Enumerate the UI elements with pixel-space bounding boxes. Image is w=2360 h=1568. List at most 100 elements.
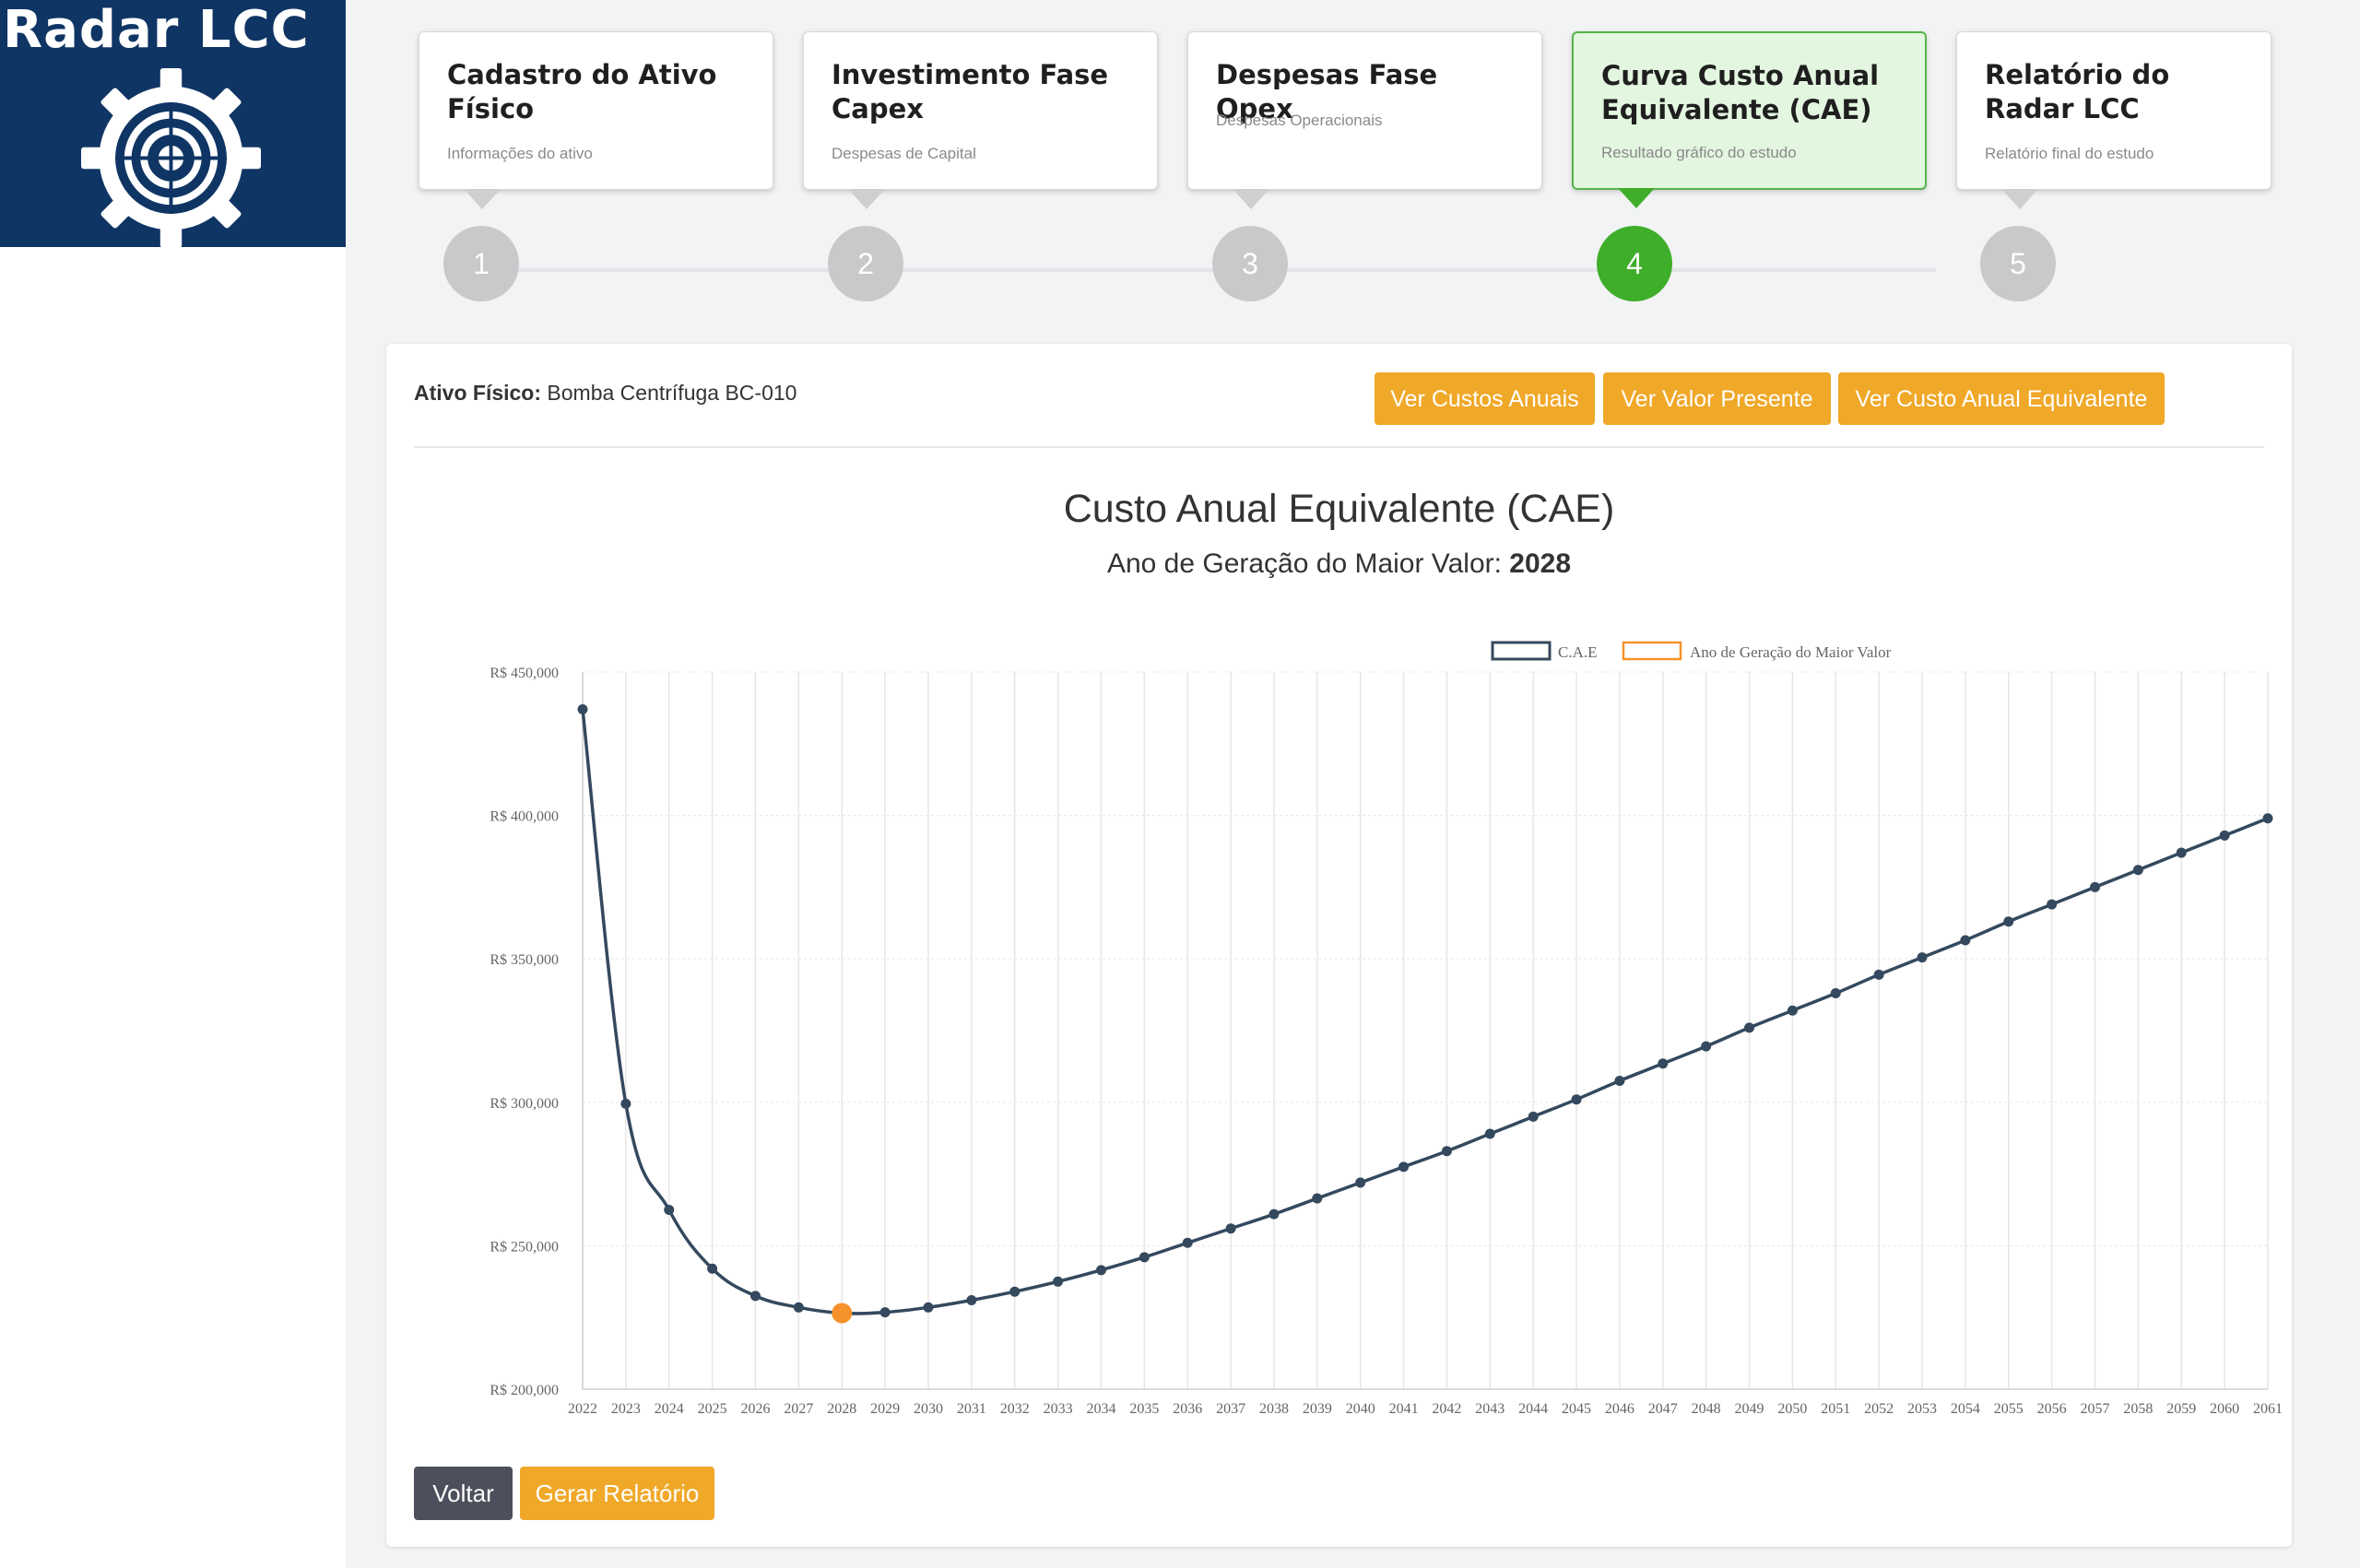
x-tick-label: 2060 bbox=[2210, 1401, 2239, 1417]
x-tick-label: 2033 bbox=[1044, 1401, 1073, 1417]
y-tick-label: R$ 250,000 bbox=[490, 1239, 559, 1255]
step-card-2[interactable]: Investimento Fase Capex Despesas de Capi… bbox=[803, 31, 1158, 209]
step-card-1[interactable]: Cadastro do Ativo Físico Informações do … bbox=[419, 31, 773, 209]
x-tick-label: 2053 bbox=[1907, 1401, 1937, 1417]
cae-data-point bbox=[2132, 865, 2143, 876]
cae-data-point bbox=[793, 1302, 804, 1313]
step-number-2[interactable]: 2 bbox=[828, 226, 903, 301]
cae-data-point bbox=[1182, 1237, 1193, 1248]
cae-data-point bbox=[577, 703, 588, 714]
x-tick-label: 2058 bbox=[2123, 1401, 2153, 1417]
view-equivalent-annual-cost-button[interactable]: Ver Custo Anual Equivalente bbox=[1838, 372, 2165, 425]
step-card-5[interactable]: Relatório do Radar LCC Relatório final d… bbox=[1956, 31, 2272, 209]
step-title: Relatório do Radar LCC bbox=[1985, 59, 2170, 124]
view-annual-costs-button[interactable]: Ver Custos Anuais bbox=[1375, 372, 1595, 425]
y-tick-label: R$ 350,000 bbox=[490, 952, 559, 968]
asset-label: Ativo Físico: bbox=[414, 381, 542, 405]
cae-data-point bbox=[1873, 969, 1884, 980]
cae-data-point bbox=[1917, 952, 1928, 963]
gear-target-icon bbox=[81, 68, 261, 248]
cae-data-point bbox=[1441, 1146, 1452, 1157]
x-tick-label: 2022 bbox=[568, 1401, 597, 1417]
chart-subtitle: Ano de Geração do Maior Valor: 2028 bbox=[386, 548, 2292, 580]
cae-data-point bbox=[1053, 1276, 1064, 1287]
cae-data-point bbox=[2047, 899, 2058, 910]
cae-data-point bbox=[1009, 1286, 1021, 1297]
step-pointer bbox=[1618, 188, 1655, 208]
step-number-4[interactable]: 4 bbox=[1597, 226, 1672, 301]
y-tick-label: R$ 450,000 bbox=[490, 666, 559, 681]
cae-data-point bbox=[664, 1205, 675, 1215]
generate-report-button[interactable]: Gerar Relatório bbox=[520, 1467, 714, 1520]
step-subtitle: Informações do ativo bbox=[447, 145, 593, 162]
step-title: Investimento Fase Capex bbox=[832, 59, 1109, 124]
cae-data-point bbox=[923, 1302, 934, 1313]
cae-data-point bbox=[1830, 988, 1841, 999]
x-tick-label: 2041 bbox=[1389, 1401, 1419, 1417]
y-tick-label: R$ 400,000 bbox=[490, 809, 559, 825]
step-title: Curva Custo Anual Equivalente (CAE) bbox=[1601, 60, 1880, 125]
x-tick-label: 2035 bbox=[1129, 1401, 1159, 1417]
cae-data-point bbox=[1571, 1094, 1582, 1105]
step-card-3[interactable]: Despesas Fase Opex Despesas Operacionais bbox=[1187, 31, 1542, 209]
step-pointer bbox=[848, 189, 885, 209]
cae-series-line bbox=[581, 709, 2269, 1315]
x-tick-label: 2061 bbox=[2253, 1401, 2283, 1417]
step-pointer bbox=[464, 189, 501, 209]
x-tick-label: 2039 bbox=[1303, 1401, 1332, 1417]
step-number-5[interactable]: 5 bbox=[1980, 226, 2056, 301]
asset-info: Ativo Físico: Bomba Centrífuga BC-010 bbox=[414, 381, 796, 406]
step-pointer bbox=[1233, 189, 1269, 209]
step-number-3[interactable]: 3 bbox=[1212, 226, 1288, 301]
x-tick-label: 2055 bbox=[1994, 1401, 2024, 1417]
legend-label-max-year: Ano de Geração do Maior Valor bbox=[1690, 643, 1892, 661]
result-panel: Ativo Físico: Bomba Centrífuga BC-010 Ve… bbox=[386, 344, 2292, 1547]
cae-data-point bbox=[2003, 916, 2014, 927]
cae-data-point bbox=[966, 1295, 977, 1306]
x-tick-label: 2050 bbox=[1777, 1401, 1807, 1417]
x-tick-label: 2042 bbox=[1432, 1401, 1461, 1417]
x-tick-label: 2051 bbox=[1821, 1401, 1850, 1417]
x-tick-label: 2047 bbox=[1648, 1401, 1678, 1417]
x-tick-label: 2040 bbox=[1346, 1401, 1375, 1417]
x-tick-label: 2026 bbox=[740, 1401, 770, 1417]
cae-data-point bbox=[1484, 1128, 1495, 1139]
step-card-4[interactable]: Curva Custo Anual Equivalente (CAE) Resu… bbox=[1572, 31, 1927, 208]
back-button[interactable]: Voltar bbox=[414, 1467, 513, 1520]
x-tick-label: 2023 bbox=[611, 1401, 641, 1417]
y-tick-label: R$ 200,000 bbox=[490, 1383, 559, 1398]
legend-swatch-cae bbox=[1491, 641, 1552, 661]
cae-data-point bbox=[2176, 847, 2187, 858]
x-tick-label: 2028 bbox=[827, 1401, 856, 1417]
cae-data-point bbox=[1225, 1223, 1236, 1234]
step-pointer bbox=[2001, 189, 2038, 209]
step-number-1[interactable]: 1 bbox=[443, 226, 519, 301]
cae-data-point bbox=[1528, 1111, 1539, 1122]
max-value-year-point bbox=[832, 1303, 853, 1324]
x-tick-label: 2037 bbox=[1216, 1401, 1245, 1417]
x-tick-label: 2034 bbox=[1086, 1401, 1115, 1417]
legend-label-cae: C.A.E bbox=[1558, 643, 1598, 661]
logo[interactable]: Radar LCC bbox=[0, 0, 346, 248]
x-tick-label: 2045 bbox=[1562, 1401, 1591, 1417]
cae-data-point bbox=[1095, 1265, 1106, 1276]
cae-data-point bbox=[1139, 1252, 1150, 1263]
divider bbox=[414, 446, 2264, 448]
cae-data-point bbox=[1614, 1075, 1625, 1086]
x-tick-label: 2029 bbox=[870, 1401, 900, 1417]
cae-data-point bbox=[1960, 935, 1971, 946]
wizard-progress-line bbox=[479, 268, 1936, 272]
cae-data-point bbox=[1744, 1022, 1755, 1033]
cae-data-point bbox=[1398, 1161, 1410, 1173]
x-tick-label: 2038 bbox=[1259, 1401, 1289, 1417]
x-tick-label: 2030 bbox=[914, 1401, 943, 1417]
step-subtitle: Relatório final do estudo bbox=[1985, 145, 2154, 162]
x-tick-label: 2025 bbox=[698, 1401, 727, 1417]
x-tick-label: 2043 bbox=[1475, 1401, 1504, 1417]
view-present-value-button[interactable]: Ver Valor Presente bbox=[1603, 372, 1831, 425]
step-title: Cadastro do Ativo Físico bbox=[447, 59, 717, 124]
sidebar: Radar LCC bbox=[0, 0, 346, 1568]
cae-data-point bbox=[1658, 1058, 1669, 1069]
x-tick-label: 2054 bbox=[1951, 1401, 1980, 1417]
x-tick-label: 2049 bbox=[1735, 1401, 1764, 1417]
